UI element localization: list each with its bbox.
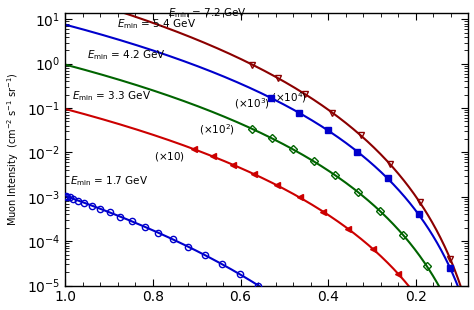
- Text: $(\times10^2)$: $(\times10^2)$: [199, 122, 235, 137]
- Text: $(\times10^3)$: $(\times10^3)$: [234, 96, 270, 111]
- Text: $E_{\mathrm{min}}$ = 4.2 GeV: $E_{\mathrm{min}}$ = 4.2 GeV: [87, 49, 165, 62]
- Text: $E_{\mathrm{min}}$ = 5.4 GeV: $E_{\mathrm{min}}$ = 5.4 GeV: [117, 17, 196, 31]
- Text: $E_{\mathrm{min}}$ = 7.2 GeV: $E_{\mathrm{min}}$ = 7.2 GeV: [168, 7, 246, 20]
- Text: $(\times10^4)$: $(\times10^4)$: [271, 90, 307, 105]
- Text: $(\times10)$: $(\times10)$: [154, 150, 184, 163]
- Y-axis label: Muon Intensity  (cm$^{-2}$ s$^{-1}$ sr$^{-1}$): Muon Intensity (cm$^{-2}$ s$^{-1}$ sr$^{…: [6, 72, 21, 226]
- Text: $E_{\mathrm{min}}$ = 1.7 GeV: $E_{\mathrm{min}}$ = 1.7 GeV: [70, 174, 148, 188]
- Text: $E_{\mathrm{min}}$ = 3.3 GeV: $E_{\mathrm{min}}$ = 3.3 GeV: [72, 89, 151, 103]
